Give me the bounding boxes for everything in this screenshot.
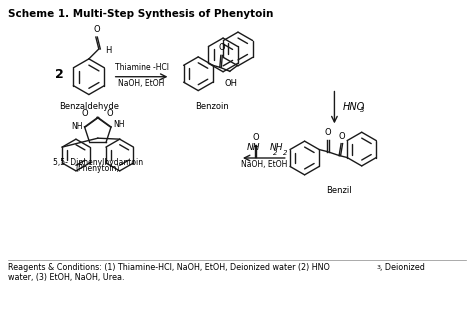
Text: 3: 3 — [376, 265, 380, 270]
Text: 2: 2 — [273, 150, 277, 156]
Text: 5,5- Diphenylhydantoin: 5,5- Diphenylhydantoin — [53, 158, 143, 167]
Text: H: H — [105, 46, 111, 55]
Text: (Phenytoin): (Phenytoin) — [76, 164, 120, 173]
Text: 2: 2 — [283, 150, 287, 156]
Text: Benzaldehyde: Benzaldehyde — [59, 101, 119, 111]
Text: NH: NH — [113, 120, 125, 130]
Text: NaOH, EtOH: NaOH, EtOH — [118, 79, 165, 88]
Text: Benzoin: Benzoin — [195, 101, 229, 111]
Text: 2: 2 — [55, 68, 64, 81]
Text: O: O — [218, 43, 225, 52]
Text: O: O — [93, 25, 100, 34]
Text: NH: NH — [246, 143, 260, 152]
Text: O: O — [106, 109, 113, 118]
Text: water, (3) EtOH, NaOH, Urea.: water, (3) EtOH, NaOH, Urea. — [9, 273, 125, 282]
Text: NH: NH — [71, 122, 82, 131]
Text: NaOH, EtOH: NaOH, EtOH — [241, 160, 287, 169]
Text: O: O — [82, 109, 89, 118]
Text: , Deionized: , Deionized — [380, 263, 425, 272]
Text: NH: NH — [270, 143, 283, 152]
Text: Reagents & Conditions: (1) Thiamine-HCl, NaOH, EtOH, Deionized water (2) HNO: Reagents & Conditions: (1) Thiamine-HCl,… — [9, 263, 330, 272]
Text: Thiamine -HCl: Thiamine -HCl — [115, 63, 169, 72]
Text: Scheme 1. Multi-Step Synthesis of Phenytoin: Scheme 1. Multi-Step Synthesis of Phenyt… — [9, 9, 273, 19]
Text: O: O — [324, 128, 331, 137]
Text: 3: 3 — [360, 107, 365, 113]
Text: Benzil: Benzil — [327, 186, 352, 195]
Text: HNO: HNO — [342, 102, 365, 112]
Text: OH: OH — [224, 79, 237, 88]
Text: O: O — [252, 133, 259, 142]
Text: O: O — [338, 132, 345, 141]
